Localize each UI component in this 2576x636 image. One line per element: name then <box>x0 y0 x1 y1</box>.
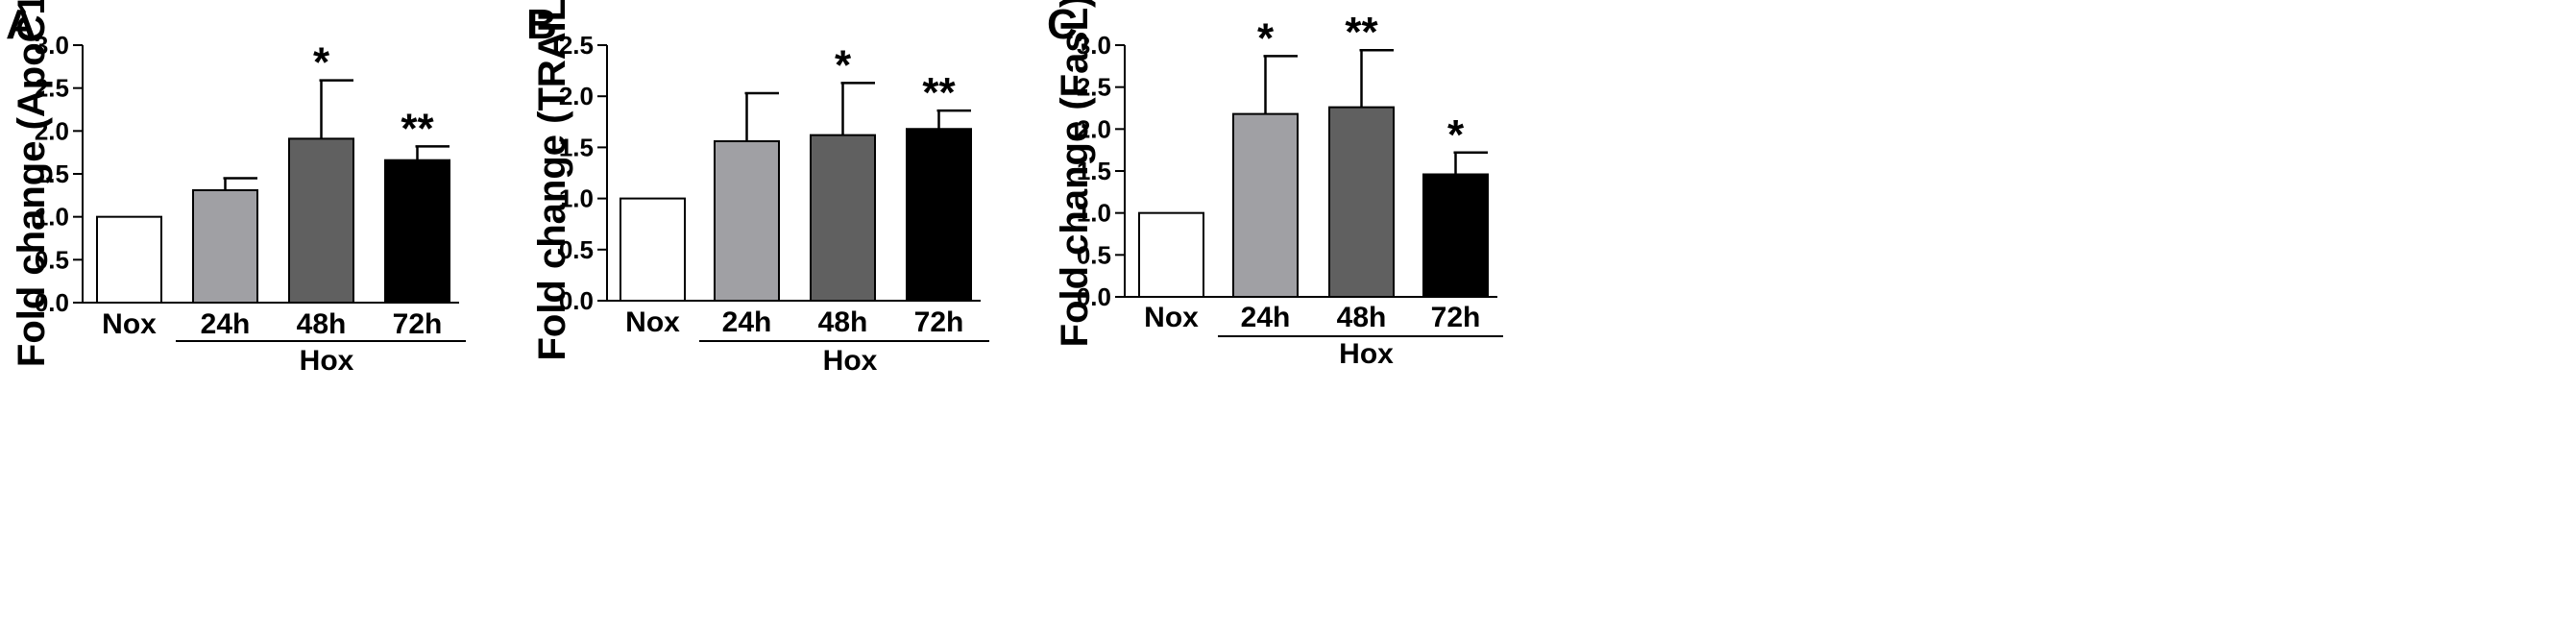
y-axis-title: Fold change (ApoC1) <box>11 0 53 367</box>
significance-marker: * <box>1257 14 1275 61</box>
x-category-label: 24h <box>1241 302 1291 333</box>
y-tick-label: 0.0 <box>559 286 594 315</box>
y-tick-label: 2.0 <box>1077 114 1111 143</box>
x-category-label: Nox <box>1144 302 1199 333</box>
group-label: Hox <box>823 345 878 377</box>
significance-marker: * <box>835 41 852 88</box>
bar-48h <box>288 137 354 304</box>
y-tick-label: 2.5 <box>559 31 594 60</box>
y-tick-label: 3.0 <box>35 31 69 60</box>
bar-nox <box>1138 211 1204 299</box>
y-tick-label: 1.5 <box>1077 157 1111 185</box>
y-tick-label: 0.5 <box>35 245 69 274</box>
bar-72h <box>384 159 450 304</box>
y-tick-label: 2.0 <box>559 82 594 110</box>
bar-72h <box>906 128 972 302</box>
y-tick-label: 1.5 <box>559 133 594 161</box>
bar-48h <box>810 134 876 302</box>
bar-24h <box>714 140 780 302</box>
significance-marker: * <box>1447 111 1465 159</box>
x-category-label: 24h <box>201 308 251 340</box>
significance-marker: ** <box>922 69 956 116</box>
bar-nox <box>96 215 162 305</box>
significance-marker: * <box>313 39 330 86</box>
bar-72h <box>1422 173 1489 298</box>
bar-48h <box>1328 106 1395 298</box>
y-tick-label: 1.5 <box>35 159 69 188</box>
y-tick-label: 3.0 <box>1077 31 1111 60</box>
panel-label: C <box>1047 1 1078 48</box>
bar-24h <box>1232 112 1299 299</box>
x-category-label: Nox <box>625 306 680 338</box>
y-tick-label: 0.5 <box>559 235 594 264</box>
panel-label: B <box>526 1 557 48</box>
panel-label: A <box>6 1 36 48</box>
bar-24h <box>192 188 258 304</box>
x-category-label: 72h <box>914 306 964 338</box>
y-axis-title: Fold change (TRAIL) <box>531 0 573 361</box>
x-category-label: 48h <box>818 306 868 338</box>
y-tick-label: 1.0 <box>35 203 69 232</box>
group-label: Hox <box>300 345 354 377</box>
x-category-label: Nox <box>102 308 157 340</box>
x-category-label: 24h <box>722 306 772 338</box>
y-tick-label: 1.0 <box>559 184 594 213</box>
y-tick-label: 0.5 <box>1077 240 1111 269</box>
bar-nox <box>620 197 686 303</box>
x-category-label: 48h <box>1337 302 1387 333</box>
significance-marker: ** <box>401 105 434 152</box>
x-category-label: 48h <box>297 308 347 340</box>
significance-marker: ** <box>1345 9 1378 56</box>
group-label: Hox <box>1339 338 1394 370</box>
y-tick-label: 2.5 <box>1077 73 1111 102</box>
x-category-label: 72h <box>1431 302 1481 333</box>
y-axis-title: Fold change (FasL) <box>1054 0 1096 347</box>
y-tick-label: 0.0 <box>1077 282 1111 311</box>
y-tick-label: 2.5 <box>35 74 69 103</box>
y-tick-label: 0.0 <box>35 288 69 317</box>
x-category-label: 72h <box>393 308 443 340</box>
y-tick-label: 1.0 <box>1077 199 1111 228</box>
y-tick-label: 2.0 <box>35 116 69 145</box>
